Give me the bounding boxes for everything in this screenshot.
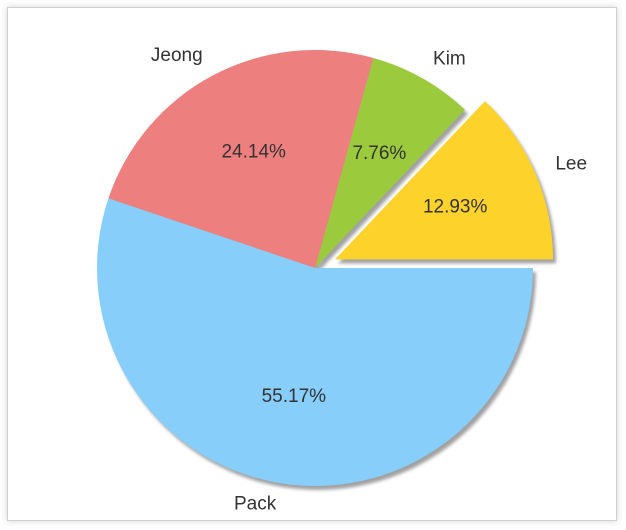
pct-label-lee: 12.93% xyxy=(423,197,488,218)
pct-label-kim: 7.76% xyxy=(352,143,406,164)
slice-pack xyxy=(96,198,533,487)
slice-jeong xyxy=(108,49,374,268)
pct-label-pack: 55.17% xyxy=(262,386,327,407)
slice-kim xyxy=(315,57,465,268)
slice-name-kim: Kim xyxy=(433,48,466,69)
slice-name-lee: Lee xyxy=(555,154,587,175)
pct-label-jeong: 24.14% xyxy=(221,141,286,162)
slice-name-pack: Pack xyxy=(234,494,277,515)
slice-name-jeong: Jeong xyxy=(151,45,203,66)
slice-lee xyxy=(335,101,554,260)
